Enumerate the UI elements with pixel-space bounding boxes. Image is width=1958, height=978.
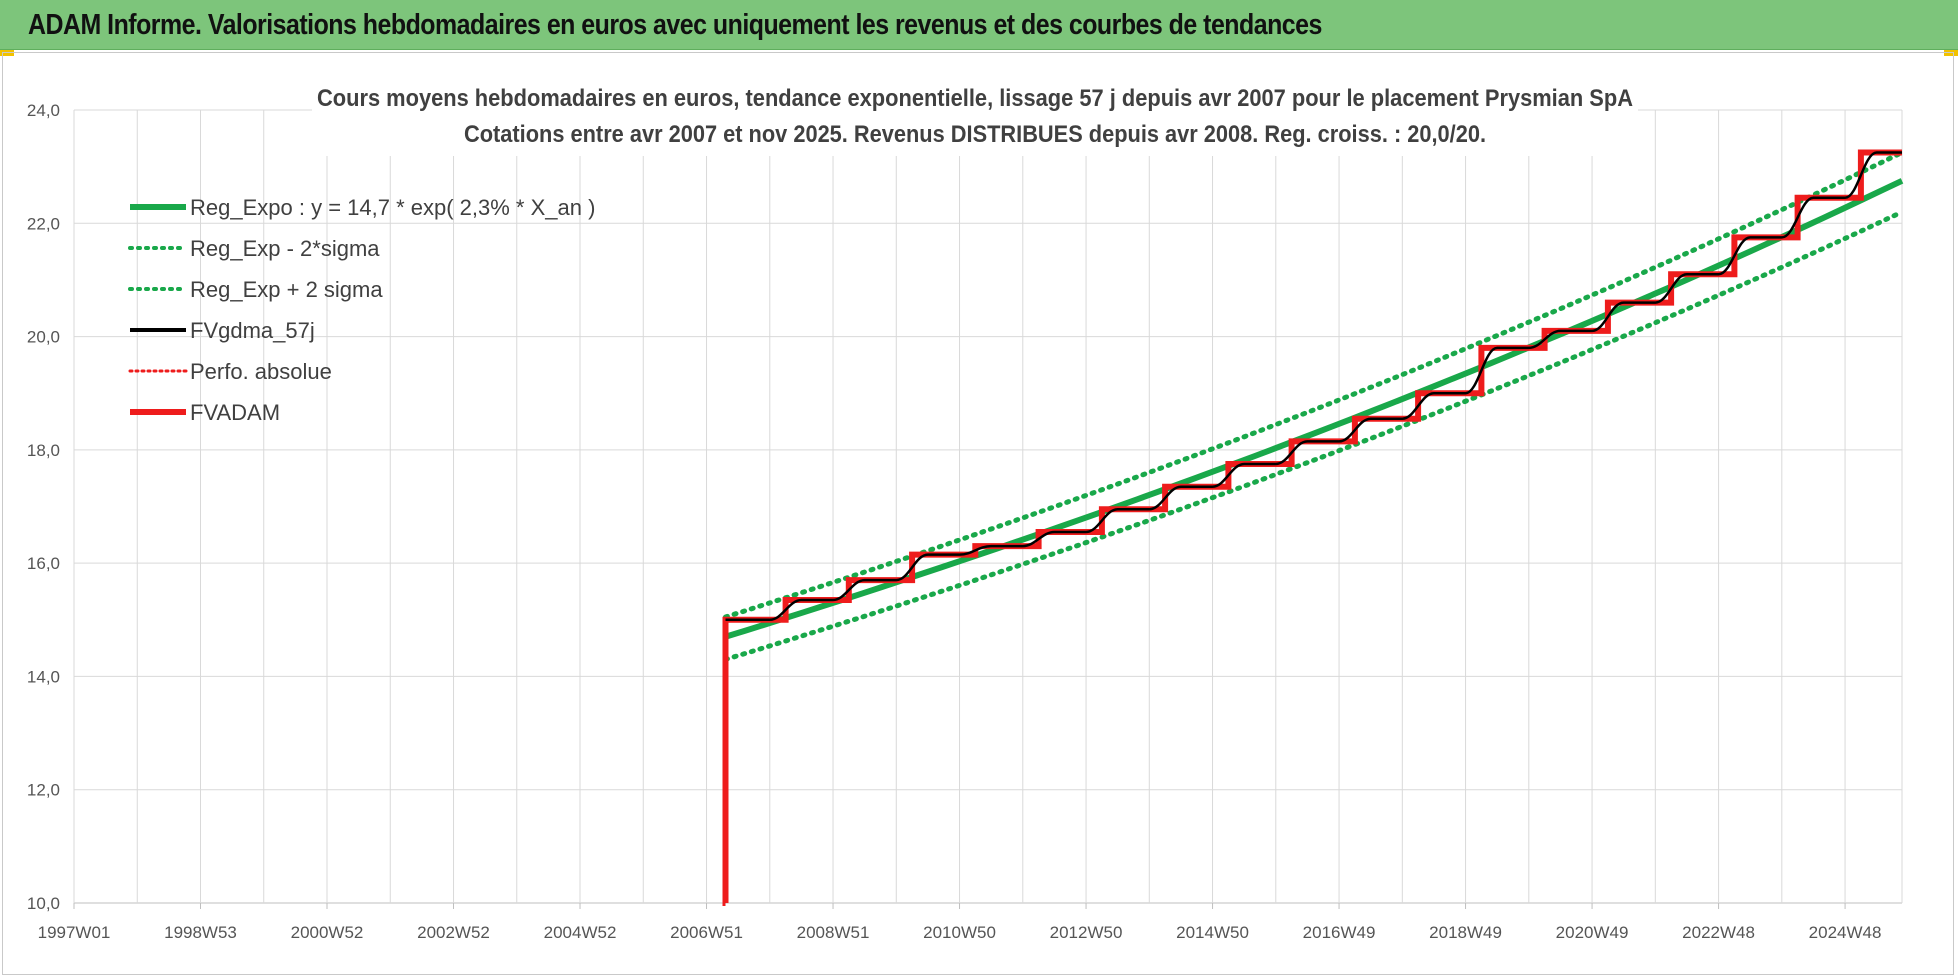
x-tick-label: 2010W50 [923,923,996,942]
y-tick-label: 12,0 [27,781,60,800]
x-tick-label: 2018W49 [1429,923,1502,942]
title-background [312,80,1638,156]
y-tick-label: 24,0 [27,101,60,120]
y-tick-label: 14,0 [27,667,60,686]
x-tick-label: 2002W52 [417,923,490,942]
legend-label: Reg_Exp - 2*sigma [190,236,380,261]
y-tick-label: 20,0 [27,328,60,347]
legend-item: Reg_Exp - 2*sigma [128,236,380,261]
corner-mark-top-left [0,50,14,56]
y-tick-label: 16,0 [27,554,60,573]
legend-item: Reg_Exp + 2 sigma [128,277,383,302]
y-tick-label: 22,0 [27,214,60,233]
x-tick-label: 2008W51 [797,923,870,942]
legend-label: Reg_Exp + 2 sigma [190,277,383,302]
x-tick-label: 1998W53 [164,923,237,942]
x-tick-label: 2012W50 [1050,923,1123,942]
y-axis-labels: 10,0 12,0 14,0 16,0 18,0 20,0 22,0 24,0 [27,101,60,913]
x-tick-label: 2006W51 [670,923,743,942]
x-tick-label: 2000W52 [291,923,364,942]
series-fvgdma-57j [725,151,1902,622]
x-tick-label: 2024W48 [1809,923,1882,942]
legend-label: Reg_Expo : y = 14,7 * exp( 2,3% * X_an ) [190,195,595,220]
x-tick-label: 2004W52 [544,923,617,942]
series-reg-plus-2sigma [723,150,1905,620]
x-tick-label: 2016W49 [1303,923,1376,942]
x-axis-labels: 1997W01 1998W53 2000W52 2002W52 2004W52 2006W… [38,923,1882,942]
legend-item: Perfo. absolue [128,359,332,384]
corner-mark-top-right [1944,50,1958,56]
legend-item: FVADAM [130,400,280,425]
y-tick-label: 18,0 [27,441,60,460]
x-tick-label: 1997W01 [38,923,111,942]
x-tick-label: 2022W48 [1682,923,1755,942]
series-layer [722,149,1905,906]
legend-item: Reg_Expo : y = 14,7 * exp( 2,3% * X_an ) [130,195,595,220]
legend-label: Perfo. absolue [190,359,332,384]
grid [73,109,1903,909]
banner: ADAM Informe. Valorisations hebdomadaire… [0,0,1958,50]
chart-frame [2,52,1954,975]
banner-title: ADAM Informe. Valorisations hebdomadaire… [28,9,1322,41]
x-tick-label: 2020W49 [1556,923,1629,942]
x-tick-label: 2014W50 [1176,923,1249,942]
y-tick-label: 10,0 [27,894,60,913]
chart-title-line2: Cotations entre avr 2007 et nov 2025. Re… [464,121,1486,148]
legend-label: FVADAM [190,400,280,425]
legend-item: FVgdma_57j [130,318,315,343]
legend: Reg_Expo : y = 14,7 * exp( 2,3% * X_an )… [128,195,595,425]
legend-label: FVgdma_57j [190,318,315,343]
chart-title-line1: Cours moyens hebdomadaires en euros, ten… [317,85,1633,112]
series-reg-minus-2sigma [723,209,1905,662]
